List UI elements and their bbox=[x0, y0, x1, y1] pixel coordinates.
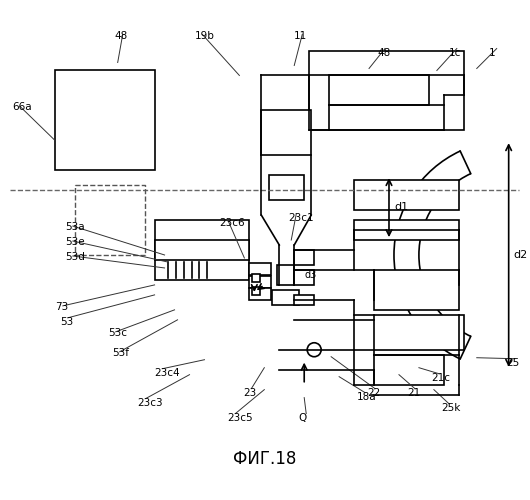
Text: 66a: 66a bbox=[12, 102, 32, 113]
Bar bbox=[374, 354, 444, 384]
Text: 19b: 19b bbox=[195, 30, 214, 40]
Text: d3: d3 bbox=[304, 270, 316, 280]
Bar bbox=[309, 50, 464, 130]
Text: 23: 23 bbox=[243, 388, 257, 398]
Bar bbox=[354, 315, 464, 350]
Text: 21: 21 bbox=[407, 388, 420, 398]
Bar bbox=[294, 270, 314, 285]
Bar bbox=[294, 295, 314, 305]
Bar bbox=[294, 250, 314, 265]
Text: 23c3: 23c3 bbox=[138, 398, 163, 407]
Text: 23c1: 23c1 bbox=[288, 213, 314, 223]
Bar bbox=[272, 290, 299, 305]
Bar bbox=[55, 70, 155, 170]
Bar bbox=[354, 220, 459, 240]
Text: 22: 22 bbox=[367, 388, 381, 398]
Text: 73: 73 bbox=[55, 302, 68, 312]
Text: 48: 48 bbox=[114, 30, 128, 40]
Text: 53d: 53d bbox=[65, 252, 85, 262]
Text: 53a: 53a bbox=[65, 222, 84, 232]
Text: 23c4: 23c4 bbox=[155, 368, 180, 378]
Text: 25: 25 bbox=[507, 358, 520, 368]
Bar bbox=[155, 240, 249, 260]
Text: ФИГ.18: ФИГ.18 bbox=[233, 450, 296, 468]
Bar bbox=[252, 287, 260, 295]
Text: 53c: 53c bbox=[108, 328, 127, 338]
Bar bbox=[252, 274, 260, 282]
Text: 25k: 25k bbox=[441, 402, 460, 412]
Text: 21c: 21c bbox=[431, 372, 450, 382]
Bar bbox=[277, 265, 294, 285]
Bar bbox=[329, 76, 429, 106]
Text: 1: 1 bbox=[489, 48, 496, 58]
Bar bbox=[249, 288, 271, 300]
Text: Q: Q bbox=[298, 412, 306, 422]
Text: 1c: 1c bbox=[449, 48, 461, 58]
Text: 53e: 53e bbox=[65, 237, 84, 247]
Bar bbox=[354, 180, 459, 210]
Text: 48: 48 bbox=[377, 48, 390, 58]
Text: 53f: 53f bbox=[112, 348, 129, 358]
Text: 23c5: 23c5 bbox=[227, 412, 253, 422]
Text: 23c6: 23c6 bbox=[219, 218, 245, 228]
Bar bbox=[155, 220, 249, 280]
Bar bbox=[249, 263, 271, 275]
Bar bbox=[261, 110, 311, 155]
Bar bbox=[249, 276, 271, 288]
Bar bbox=[269, 175, 304, 200]
Text: d1: d1 bbox=[394, 202, 408, 212]
Text: d2: d2 bbox=[514, 250, 528, 260]
Text: 11: 11 bbox=[294, 30, 307, 40]
Text: 53: 53 bbox=[60, 317, 73, 327]
Text: 18a: 18a bbox=[357, 392, 377, 402]
Bar bbox=[374, 270, 459, 310]
